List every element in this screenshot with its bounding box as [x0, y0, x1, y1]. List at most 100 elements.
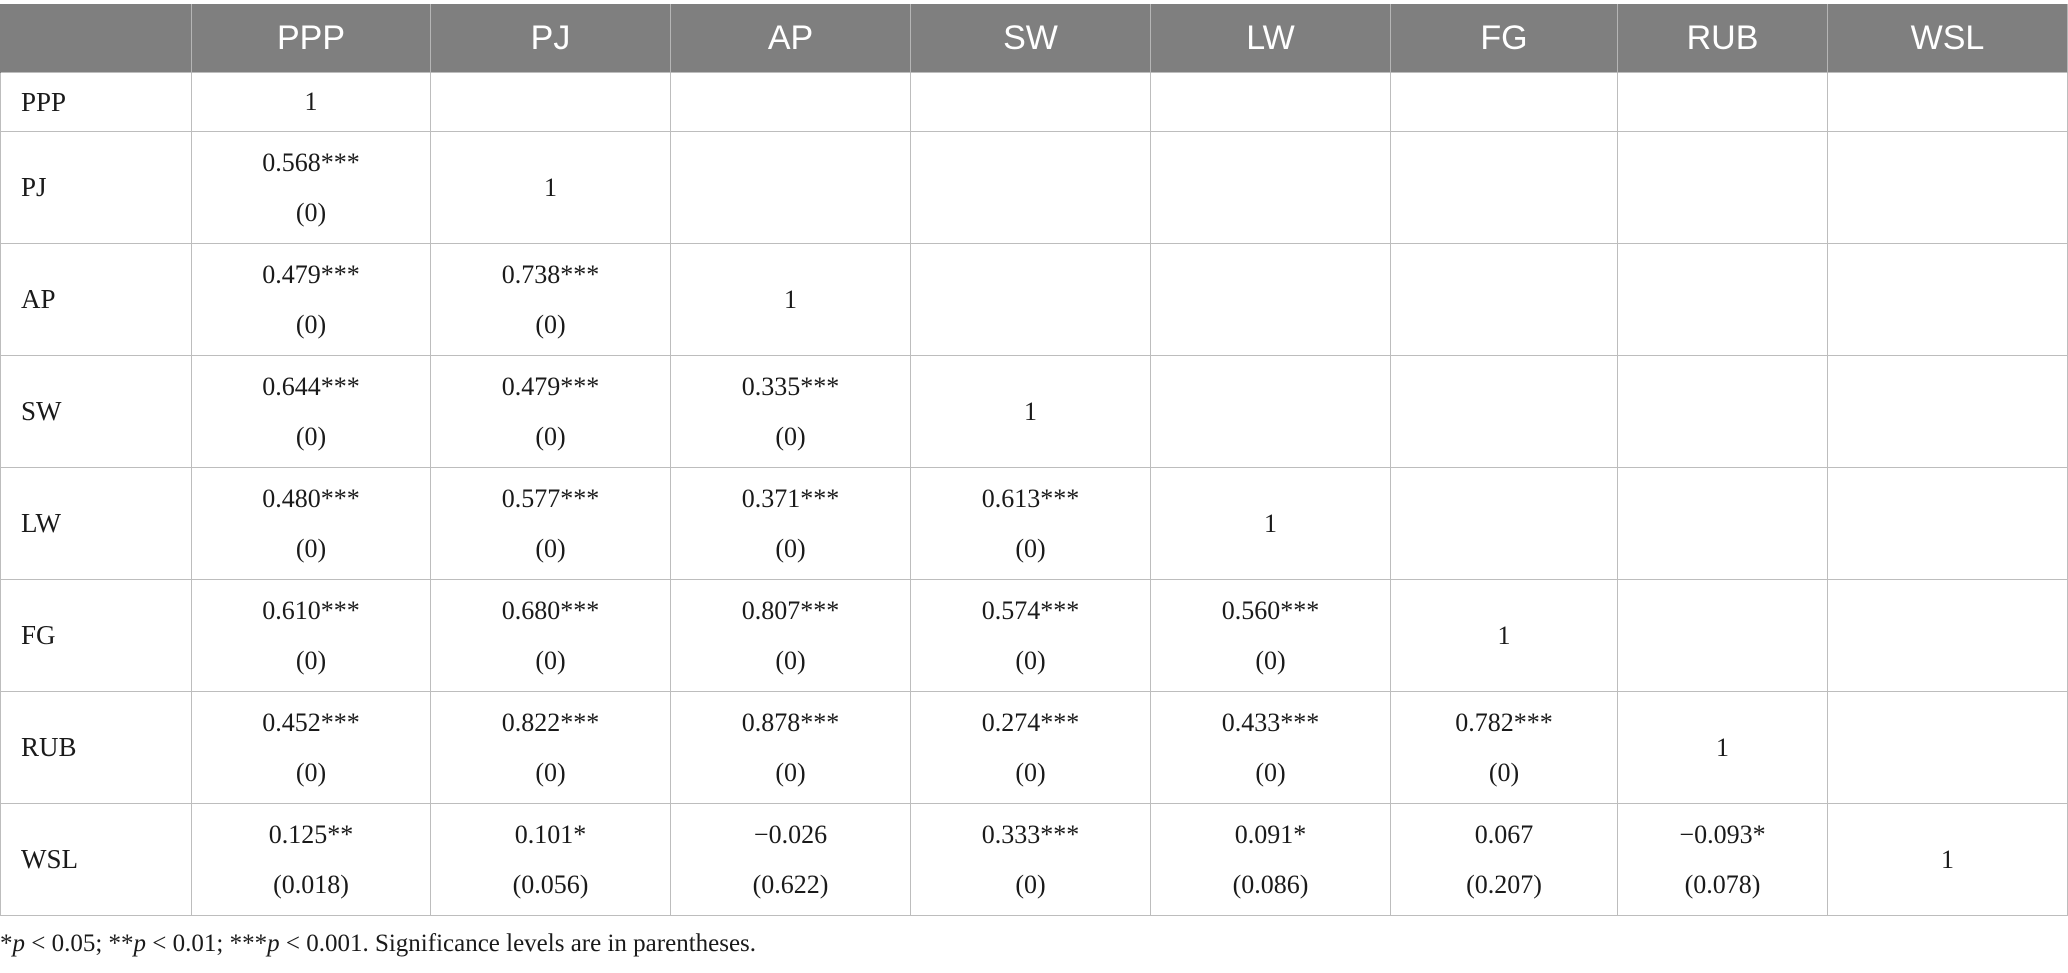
correlation-value: 0.574*** — [981, 595, 1080, 625]
significance-value: (0) — [1255, 757, 1286, 787]
table-cell — [1390, 243, 1618, 356]
table-footnote: *p < 0.05; **p < 0.01; ***p < 0.001. Sig… — [0, 930, 756, 958]
table-cell: 0.479*** (0) — [430, 355, 671, 468]
table-row: PJ 0.568*** (0) 1 — [0, 131, 2068, 244]
table-cell — [1617, 467, 1828, 580]
footnote-text: < 0.001. Significance levels are in pare… — [279, 930, 757, 957]
significance-value: (0) — [1488, 757, 1520, 787]
table-cell: 1 — [910, 355, 1151, 468]
table-cell: 0.333*** (0) — [910, 803, 1151, 916]
row-header: RUB — [0, 691, 192, 804]
row-header: WSL — [0, 803, 192, 916]
table-cell: 0.680*** (0) — [430, 579, 671, 692]
correlation-value: 1 — [784, 284, 797, 314]
footnote-text: < 0.01; *** — [146, 930, 268, 957]
correlation-value: 0.568*** — [262, 147, 360, 177]
significance-value: (0) — [295, 197, 327, 227]
header-row: PPP PJ AP SW LW FG RUB WSL — [0, 4, 2068, 73]
significance-value: (0) — [775, 645, 806, 675]
correlation-value: 0.480*** — [262, 483, 360, 513]
table-cell — [1617, 72, 1828, 132]
table-cell: 0.878*** (0) — [670, 691, 911, 804]
correlation-value: 0.067 — [1474, 819, 1534, 849]
column-header: PJ — [430, 4, 671, 73]
correlation-value: 1 — [1716, 732, 1729, 762]
footnote-p-symbol: p — [267, 930, 280, 957]
significance-value: (0.207) — [1466, 869, 1542, 899]
table-cell: 0.822*** (0) — [430, 691, 671, 804]
significance-value: (0) — [1255, 645, 1286, 675]
table-cell — [1617, 579, 1828, 692]
table-cell: 0.335*** (0) — [670, 355, 911, 468]
significance-value: (0) — [535, 533, 566, 563]
table-cell — [1150, 72, 1391, 132]
table-row: LW 0.480*** (0) 0.577*** (0) 0.371*** (0) 0.613… — [0, 467, 2068, 580]
significance-value: (0) — [1015, 533, 1046, 563]
table-cell — [910, 131, 1151, 244]
table-cell: 0.807*** (0) — [670, 579, 911, 692]
table-cell — [1617, 131, 1828, 244]
correlation-table: PPP PJ AP SW LW FG RUB WSL PPP 1 PJ 0.568*** (0) 1 AP… — [0, 4, 2068, 916]
table-cell: 0.610*** (0) — [191, 579, 431, 692]
correlation-value: −0.093* — [1679, 819, 1766, 849]
table-body: PPP 1 PJ 0.568*** (0) 1 AP 0.479*** (0) 0.738*** (… — [0, 72, 2068, 916]
table-cell — [1390, 467, 1618, 580]
correlation-value: 0.807*** — [741, 595, 840, 625]
correlation-value: 0.560*** — [1221, 595, 1320, 625]
correlation-value: 0.610*** — [262, 595, 360, 625]
significance-value: (0) — [535, 757, 566, 787]
correlation-value: 0.091* — [1234, 819, 1307, 849]
significance-value: (0.086) — [1232, 869, 1309, 899]
table-cell — [1150, 355, 1391, 468]
table-cell: 0.479*** (0) — [191, 243, 431, 356]
table-header: PPP PJ AP SW LW FG RUB WSL — [0, 4, 2068, 73]
correlation-value: 0.680*** — [501, 595, 600, 625]
table-cell: 0.644*** (0) — [191, 355, 431, 468]
footnote-text: < 0.05; ** — [25, 930, 134, 957]
table-cell — [910, 72, 1151, 132]
table-cell: 1 — [1150, 467, 1391, 580]
table-row: WSL 0.125** (0.018) 0.101* (0.056) −0.026 (0.6… — [0, 803, 2068, 916]
significance-value: (0) — [295, 645, 327, 675]
column-header: SW — [910, 4, 1151, 73]
significance-value: (0) — [295, 757, 327, 787]
significance-value: (0) — [775, 533, 806, 563]
footnote-text: * — [0, 930, 13, 957]
row-header: FG — [0, 579, 192, 692]
table-cell: 1 — [670, 243, 911, 356]
table-row: RUB 0.452*** (0) 0.822*** (0) 0.878*** (0) 0.27… — [0, 691, 2068, 804]
header-corner-cell — [0, 4, 192, 73]
table-cell — [910, 243, 1151, 356]
significance-value: (0) — [295, 309, 327, 339]
table-cell: 0.738*** (0) — [430, 243, 671, 356]
column-header: PPP — [191, 4, 431, 73]
table-cell: 0.782*** (0) — [1390, 691, 1618, 804]
correlation-value: 0.371*** — [741, 483, 840, 513]
table-cell: −0.093* (0.078) — [1617, 803, 1828, 916]
correlation-value: 0.479*** — [262, 259, 360, 289]
table-row: SW 0.644*** (0) 0.479*** (0) 0.335*** (0) 1 — [0, 355, 2068, 468]
table-cell — [1827, 355, 2068, 468]
table-cell — [1827, 243, 2068, 356]
correlation-value: 0.822*** — [501, 707, 600, 737]
table-cell: 0.067 (0.207) — [1390, 803, 1618, 916]
table-cell: 0.452*** (0) — [191, 691, 431, 804]
significance-value: (0) — [535, 645, 566, 675]
table-cell — [1827, 691, 2068, 804]
correlation-value: 0.878*** — [741, 707, 840, 737]
correlation-value: 0.479*** — [501, 371, 600, 401]
table-cell: 0.433*** (0) — [1150, 691, 1391, 804]
correlation-value: 1 — [1264, 508, 1277, 538]
significance-value: (0) — [1015, 869, 1046, 899]
correlation-value: 1 — [304, 87, 318, 116]
correlation-value: 0.782*** — [1455, 707, 1553, 737]
table-cell — [670, 131, 911, 244]
correlation-value: 0.577*** — [501, 483, 600, 513]
table-cell: 1 — [191, 72, 431, 132]
correlation-value: 0.333*** — [981, 819, 1080, 849]
significance-value: (0) — [775, 421, 806, 451]
table-cell: 0.274*** (0) — [910, 691, 1151, 804]
table-cell — [1150, 243, 1391, 356]
correlation-value: 0.452*** — [262, 707, 360, 737]
table-cell — [670, 72, 911, 132]
